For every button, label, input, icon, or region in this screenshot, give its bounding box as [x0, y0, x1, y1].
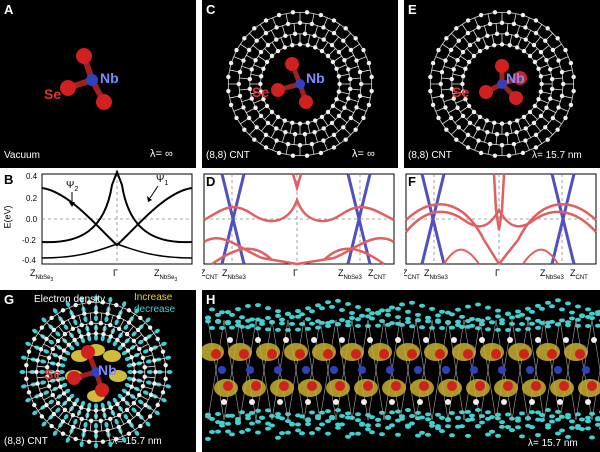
density-map-g [19, 295, 173, 449]
se-label-g: Se [44, 366, 62, 382]
xtick-b-0: ZNbSe3 [30, 268, 54, 283]
se-label-c: Se [252, 84, 270, 100]
xtick-f-2: Γ [495, 268, 500, 278]
nb-label-c: Nb [306, 70, 325, 86]
psi1-label: Ψ1 [156, 174, 169, 187]
lambda-c: λ= ∞ [352, 148, 375, 160]
xtick-d-3: ZNbSe3 [338, 268, 362, 281]
se-label-a: Se [44, 86, 62, 102]
panel-a: A Se Nb Vacuum λ= ∞ [0, 0, 196, 168]
panel-h: H λ= 15.7 nm [202, 290, 600, 452]
xtick-d-4: ZCNT [368, 268, 386, 281]
xtick-b-2: ZNbSe3 [154, 268, 178, 283]
xtick-d-1: ZNbSe3 [222, 268, 246, 281]
nanotube-c [226, 10, 374, 158]
panel-e: E Se Nb (8,8) CNT λ= 15.7 nm [404, 0, 600, 168]
band-plot-f [405, 173, 597, 265]
density-map-h [202, 298, 600, 441]
lambda-e: λ= 15.7 nm [532, 150, 582, 161]
psi2-label: Ψ2 [66, 180, 79, 193]
ytick-b-0: 0.4 [26, 172, 38, 181]
panel-d: D ZCNT ZNbSe3 Γ ZNbSe3 ZCNT [202, 170, 398, 286]
panel-label-d: D [206, 174, 216, 189]
xtick-b-1: Γ [113, 268, 118, 278]
nb-label-e: Nb [506, 70, 525, 86]
panel-g: G Electron density Increase decrease Se … [0, 290, 196, 452]
decrease-label: decrease [134, 304, 176, 315]
ytick-b-2: 0.0 [26, 215, 38, 224]
xtick-d-2: Γ [293, 268, 298, 278]
panel-label-h: H [206, 292, 216, 307]
caption-c: (8,8) CNT [206, 150, 250, 161]
band-plot-d [203, 173, 395, 266]
ytick-b-3: -0.2 [22, 236, 36, 245]
xtick-f-1: ZNbSe3 [424, 268, 448, 281]
panel-c: C Se Nb (8,8) CNT λ= ∞ [202, 0, 398, 168]
lambda-a: λ= ∞ [150, 148, 173, 160]
xtick-f-4: ZCNT [570, 268, 588, 281]
ylabel-b: E(eV) [2, 205, 13, 229]
panel-f: F ZCNT ZNbSe3 Γ ZNbSe3 ZCNT [404, 170, 600, 286]
increase-label: Increase [134, 292, 173, 303]
ytick-b-1: 0.2 [26, 194, 38, 203]
ytick-b-4: -0.4 [22, 256, 36, 265]
density-title: Electron density [34, 294, 106, 305]
caption-e: (8,8) CNT [408, 150, 452, 161]
panel-label-a: A [4, 2, 14, 17]
nanotube-e [428, 10, 576, 158]
band-plot-b [41, 170, 193, 265]
se-label-e: Se [452, 84, 470, 100]
caption-g: (8,8) CNT [4, 436, 48, 447]
xtick-f-0: ZCNT [404, 268, 420, 281]
panel-label-c: C [206, 2, 216, 17]
panel-label-g: G [4, 292, 15, 307]
nb-label-a: Nb [100, 70, 119, 86]
nb-label-g: Nb [98, 362, 117, 378]
panel-b: B E(eV) 0.4 0.2 0.0 -0.2 -0.4 Ψ2 Ψ1 ZNbS… [0, 170, 196, 286]
lambda-g: λ= 15.7 nm [112, 436, 162, 447]
panel-label-b: B [4, 172, 14, 187]
molecule-a [60, 48, 112, 110]
panel-label-f: F [408, 174, 416, 189]
xtick-f-3: ZNbSe3 [540, 268, 564, 281]
caption-a: Vacuum [4, 150, 40, 161]
panel-label-e: E [408, 2, 417, 17]
lambda-h: λ= 15.7 nm [528, 438, 578, 449]
xtick-d-0: ZCNT [202, 268, 218, 281]
